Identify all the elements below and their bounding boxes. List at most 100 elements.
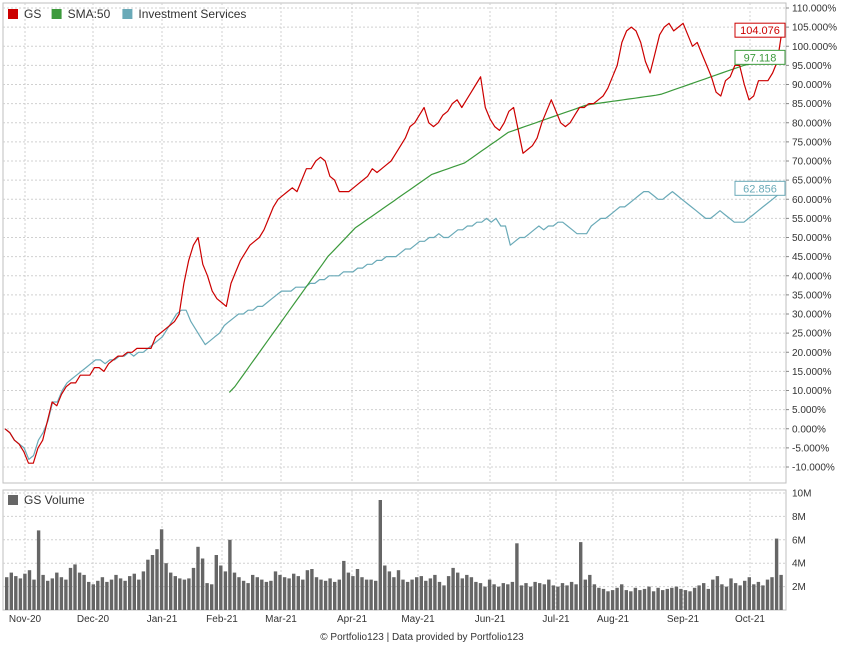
volume-bar — [419, 576, 423, 610]
volume-bar — [474, 581, 478, 610]
volume-bar — [405, 581, 410, 610]
volume-legend: GS Volume — [8, 493, 85, 507]
volume-bar — [36, 530, 41, 610]
x-tick-label: Nov-20 — [9, 614, 42, 625]
y-tick-label: 85.000% — [792, 99, 832, 110]
legend-swatch — [8, 9, 18, 19]
volume-bar — [692, 587, 697, 610]
volume-bar — [114, 574, 118, 610]
x-tick-label: Jun-21 — [475, 614, 506, 625]
y-tick-label: 65.000% — [792, 176, 832, 187]
copyright-footer: © Portfolio123 | Data provided by Portfo… — [320, 632, 524, 643]
volume-bar — [538, 583, 542, 610]
volume-bar — [620, 584, 624, 610]
volume-bar — [469, 577, 474, 610]
volume-bar — [273, 571, 278, 610]
y-tick-label: 100.000% — [792, 42, 837, 53]
volume-bar — [756, 581, 761, 610]
volume-bar — [378, 500, 382, 610]
volume-bar — [765, 579, 770, 610]
volume-bar — [196, 546, 200, 610]
badge-value: 104.076 — [740, 25, 780, 37]
volume-bar — [510, 581, 515, 610]
volume-bar — [733, 583, 738, 610]
volume-bar — [246, 583, 250, 610]
y-tick-label: 0.000% — [792, 424, 826, 435]
volume-bar — [774, 538, 779, 610]
last-value-badge-sma-50: 97.118 — [734, 49, 786, 65]
volume-bar — [433, 574, 437, 610]
volume-bar — [232, 572, 237, 610]
badge-value: 97.118 — [744, 52, 777, 64]
volume-y-tick-label: 2M — [792, 582, 806, 593]
volume-bar — [150, 555, 155, 610]
volume-bar — [661, 590, 665, 610]
legend-label: Investment Services — [138, 7, 246, 21]
volume-bar — [424, 580, 428, 611]
x-tick-label: Mar-21 — [265, 614, 297, 625]
volume-bar — [41, 574, 45, 610]
main-plot-frame — [2, 2, 787, 484]
volume-bar — [569, 581, 574, 610]
volume-bar — [18, 578, 23, 610]
volume-bar — [282, 577, 287, 610]
y-tick-label: 75.000% — [792, 137, 832, 148]
volume-bar — [301, 579, 305, 610]
volume-bar — [241, 580, 246, 611]
volume-bar — [729, 578, 733, 610]
volume-bar — [674, 586, 679, 610]
volume-bar — [588, 574, 592, 610]
y-tick-label: 25.000% — [792, 329, 832, 340]
volume-bar — [255, 577, 259, 610]
volume-y-tick-label: 8M — [792, 512, 806, 523]
y-tick-label: 90.000% — [792, 80, 832, 91]
volume-bar — [278, 574, 282, 610]
volume-bar — [665, 588, 669, 610]
volume-bar — [456, 572, 460, 610]
volume-bar — [169, 572, 173, 610]
volume-bar — [369, 579, 373, 610]
volume-bar — [205, 583, 209, 610]
volume-bar — [14, 576, 18, 610]
volume-bar — [715, 576, 720, 610]
volume-bar — [55, 572, 59, 610]
volume-bar — [606, 591, 610, 610]
volume-bar — [610, 590, 615, 610]
volume-bar — [396, 570, 401, 610]
volume-bar — [296, 576, 300, 610]
volume-bar — [465, 574, 469, 610]
volume-bar — [656, 587, 660, 610]
volume-bar — [214, 555, 218, 610]
volume-y-tick-label: 10M — [792, 489, 811, 500]
volume-bar — [200, 558, 205, 610]
y-tick-label: 60.000% — [792, 195, 832, 206]
badge-box — [734, 22, 786, 38]
x-tick-label: Apr-21 — [337, 614, 367, 625]
y-tick-label: 70.000% — [792, 157, 832, 168]
x-tick-label: Jan-21 — [147, 614, 178, 625]
volume-legend-swatch — [8, 495, 18, 505]
volume-bar — [342, 560, 346, 610]
volume-bar — [77, 572, 82, 610]
volume-bar — [451, 567, 455, 610]
volume-bar — [747, 577, 751, 610]
volume-bar — [141, 571, 146, 610]
volume-bar — [702, 583, 706, 610]
series-line-gs — [4, 22, 783, 464]
y-tick-label: 80.000% — [792, 118, 832, 129]
volume-bar — [542, 584, 546, 610]
y-tick-label: 55.000% — [792, 214, 832, 225]
volume-bar — [100, 577, 105, 610]
volume-bar — [109, 579, 114, 610]
volume-bar — [346, 572, 351, 610]
volume-bar — [711, 579, 715, 610]
volume-bar — [364, 579, 369, 610]
volume-bar — [392, 577, 396, 610]
volume-bar — [305, 570, 310, 610]
volume-bar — [556, 586, 560, 610]
volume-bar — [442, 585, 446, 610]
volume-bar — [9, 572, 13, 610]
volume-bar — [187, 578, 191, 610]
y-tick-label: -5.000% — [792, 443, 829, 454]
volume-bar — [492, 584, 496, 610]
